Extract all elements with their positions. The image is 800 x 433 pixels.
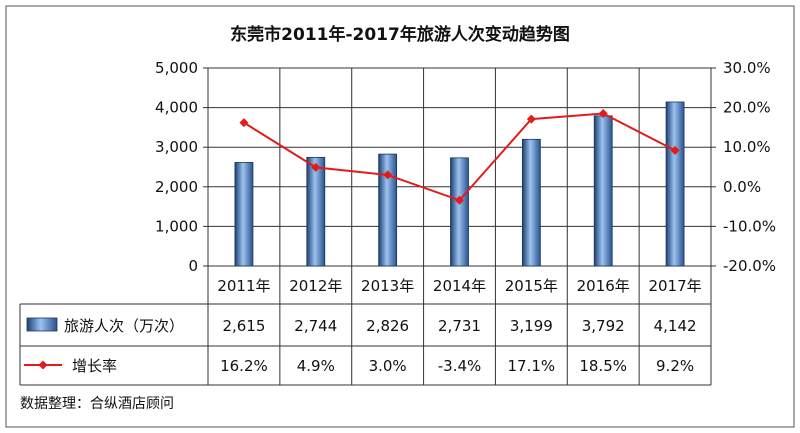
growth-point-2016年 [598,109,608,119]
bar-2012年 [306,156,326,267]
category-label: 2013年 [361,277,414,295]
category-label: 2012年 [289,277,342,295]
table-cell-growth: 3.0% [369,357,407,375]
growth-point-2013年 [383,170,393,180]
data-table: 2011年 2012年 2013年 2014年 2015年 2016年 2017年旅游人次（… [19,266,712,386]
bar-2013年 [378,153,398,267]
growth-point-2014年 [455,195,464,205]
left-tick-label: 2,000 [155,178,198,196]
right-tick-label: -10.0% [723,217,776,235]
right-tick-label: 30.0% [723,59,771,77]
table-cell-growth: 9.2% [656,357,694,375]
growth-point-2011年 [239,118,249,128]
right-axis: -20.0% -10.0% 0.0% 10.0% 20.0% 30.0% [711,59,776,275]
category-label: 2017年 [648,277,701,295]
table-cell-visits: 2,744 [294,317,337,335]
bar-2014年 [450,157,469,267]
table-cell-visits: 3,199 [510,317,553,335]
growth-point-2017年 [670,145,680,155]
growth-point-2015年 [526,114,536,124]
chart-border [5,5,795,428]
chart-title: 东莞市2011年-2017年旅游人次变动趋势图 [230,24,570,45]
bar-2017年 [665,101,685,267]
left-tick-label: 1,000 [155,217,198,235]
right-tick-label: 0.0% [723,178,761,196]
left-tick-label: 3,000 [155,138,198,156]
table-cell-growth: 4.9% [297,357,335,375]
growth-point-2012年 [311,162,321,172]
bar-2015年 [521,138,541,267]
category-label: 2011年 [217,277,270,295]
bar-2016年 [593,115,613,267]
table-cell-growth: 17.1% [508,357,556,375]
source-note: 数据整理：合纵酒店顾问 [20,396,174,412]
right-tick-label: -20.0% [723,257,776,275]
category-label: 2015年 [505,277,558,295]
table-cell-visits: 4,142 [654,317,697,335]
table-cell-growth: 16.2% [220,357,268,375]
left-tick-label: 4,000 [155,99,198,117]
table-cell-visits: 2,615 [222,317,265,335]
table-cell-growth: -3.4% [438,357,482,375]
right-tick-label: 10.0% [723,138,771,156]
legend-bar-label: 旅游人次（万次） [64,317,184,335]
table-cell-visits: 2,826 [366,317,409,335]
legend-bar-swatch [26,317,58,332]
table-cell-visits: 3,792 [582,317,625,335]
left-tick-label: 0 [188,257,198,275]
category-label: 2016年 [577,277,630,295]
table-cell-growth: 18.5% [579,357,627,375]
right-tick-label: 20.0% [723,99,771,117]
line-series [239,109,680,205]
category-label: 2014年 [433,277,486,295]
legend-line-label: 增长率 [72,357,117,375]
legend-line-marker [38,360,48,370]
bar-2011年 [234,162,254,267]
table-cell-visits: 2,731 [438,317,481,335]
left-axis: 0 1,000 2,000 3,000 4,000 5,000 [155,59,208,275]
left-tick-label: 5,000 [155,59,198,77]
bar-series [234,101,685,267]
